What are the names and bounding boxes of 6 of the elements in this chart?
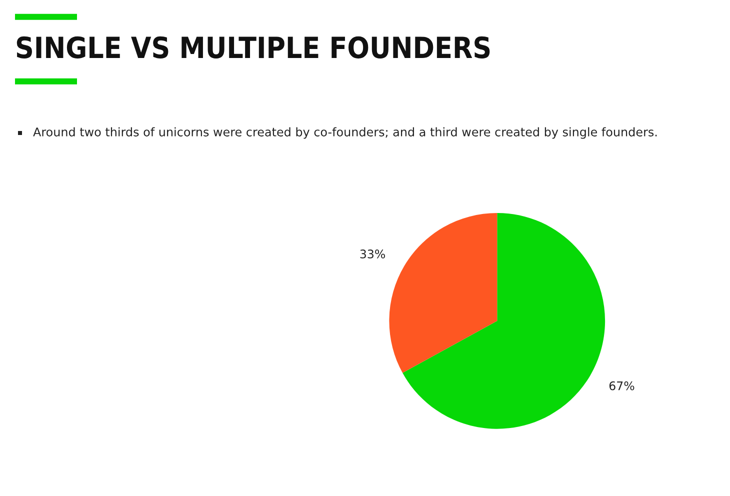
data-label: 67% — [609, 381, 634, 390]
chart-subtitle: Around two thirds of unicorns were created by co-founders; and a third were created by single founders. — [33, 127, 657, 139]
data-label: 33% — [360, 249, 385, 258]
pie-slice — [402, 212, 606, 429]
chart-title: SINGLE VS MULTIPLE FOUNDERS — [16, 36, 490, 58]
pie-slice — [389, 212, 498, 373]
